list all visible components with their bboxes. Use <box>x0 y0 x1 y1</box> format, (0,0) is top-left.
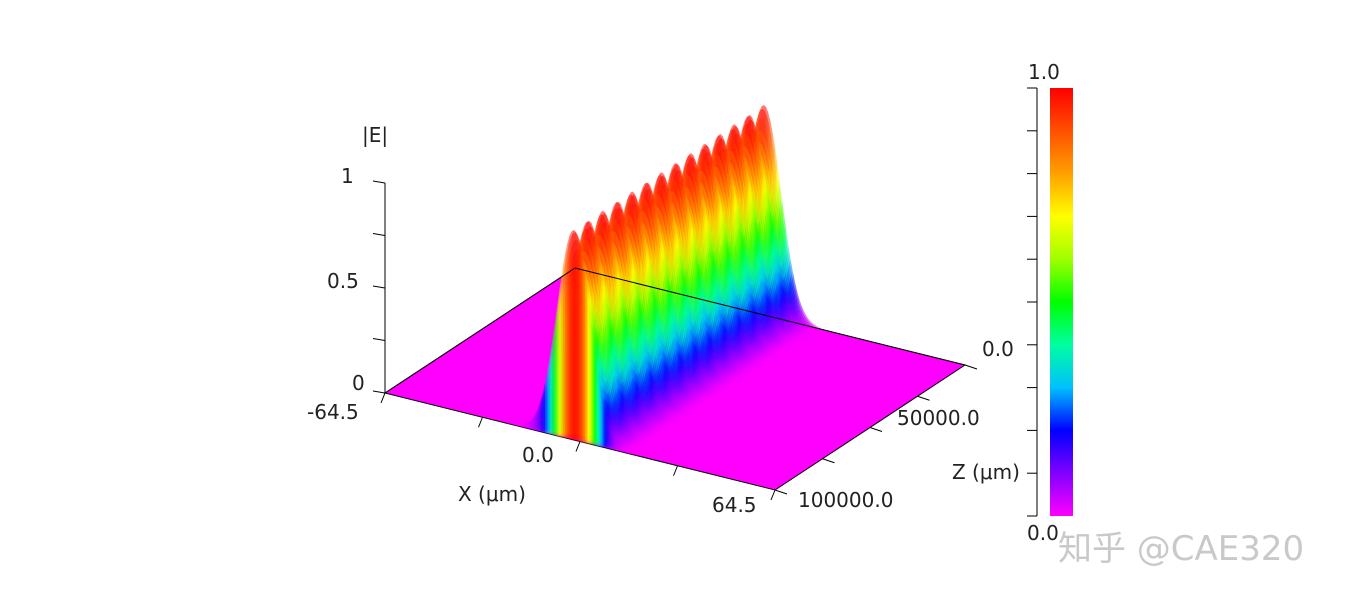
surface-strip <box>823 331 826 333</box>
surface-strip <box>820 329 823 331</box>
surface-strip <box>814 328 817 331</box>
surface-strip <box>830 333 833 335</box>
surface-strip <box>824 333 827 334</box>
surface-strip <box>829 332 832 333</box>
surface-strip <box>832 334 835 335</box>
surface-strip <box>826 333 829 335</box>
surface-strip <box>831 332 834 334</box>
surface-strip <box>822 332 825 334</box>
surface-strip <box>830 335 834 336</box>
surface-strip <box>827 333 830 334</box>
surface-strip <box>821 331 824 333</box>
surface-strip <box>822 330 825 332</box>
field-surface <box>496 105 842 460</box>
surface-strip <box>833 335 836 337</box>
surface-strip <box>819 331 822 333</box>
surface-strip <box>816 329 819 331</box>
surface-strip <box>818 330 822 332</box>
surface-strip <box>826 331 829 333</box>
surface-strip <box>815 330 818 332</box>
surface-strip <box>817 331 820 333</box>
surface-strip <box>828 334 831 336</box>
surface-strip <box>825 332 828 334</box>
surface-strip <box>813 329 816 332</box>
surface-strip <box>824 330 827 332</box>
